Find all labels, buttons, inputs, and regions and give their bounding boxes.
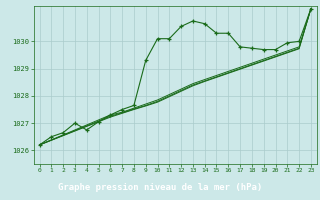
Text: Graphe pression niveau de la mer (hPa): Graphe pression niveau de la mer (hPa) [58, 183, 262, 192]
